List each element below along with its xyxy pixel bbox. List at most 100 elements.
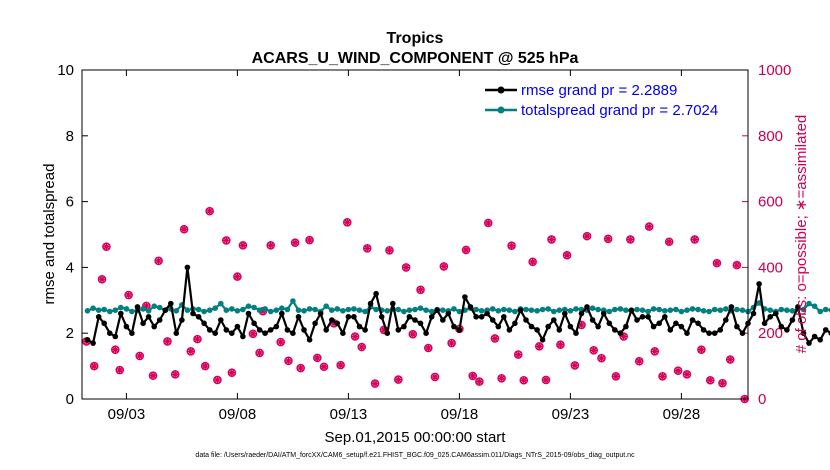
obs-assimilated-point [125, 291, 133, 299]
chart-subtitle: ACARS_U_WIND_COMPONENT @ 525 hPa [252, 50, 579, 67]
totalspread-point [545, 306, 551, 312]
rmse-point [262, 330, 268, 337]
rmse-point [551, 317, 557, 323]
rmse-point [190, 310, 196, 317]
obs-assimilated-point [469, 372, 477, 380]
obs-assimilated-point [163, 337, 172, 346]
obs-assimilated-point [277, 338, 285, 346]
rmse-point [206, 327, 213, 333]
rmse-point [412, 317, 418, 323]
totalspread-point [617, 306, 624, 312]
rmse-point [562, 310, 568, 317]
obs-assimilated-point [651, 347, 659, 355]
rmse-point [456, 327, 463, 333]
rmse-point [95, 314, 102, 320]
totalspread-point [340, 308, 346, 314]
rmse-point [473, 314, 479, 320]
rmse-point [506, 327, 513, 333]
asterisk-stroke [187, 348, 194, 355]
y2-tick-label: 400 [758, 259, 783, 276]
legend-spread-marker [497, 106, 505, 114]
obs-assimilated-point [343, 218, 351, 226]
obs-assimilated-point [497, 374, 506, 382]
rmse-point [301, 327, 307, 333]
totalspread-point [184, 307, 191, 314]
rmse-point [612, 327, 618, 333]
rmse-point [201, 320, 207, 327]
rmse-point [101, 320, 107, 327]
rmse-point [578, 310, 585, 317]
asterisk-stroke [508, 242, 515, 249]
totalspread-point [817, 308, 823, 315]
totalspread-point [234, 308, 241, 314]
obs-assimilated-point [171, 370, 179, 378]
rmse-point [589, 317, 596, 323]
asterisk-stroke [214, 376, 221, 383]
obs-assimilated-point [440, 262, 448, 271]
totalspread-point [495, 308, 502, 314]
totalspread-point [767, 307, 773, 314]
asterisk-stroke [498, 375, 505, 382]
obs-assimilated-point [136, 352, 144, 360]
asterisk-stroke [727, 356, 734, 363]
totalspread-point [284, 306, 291, 313]
rmse-point [384, 330, 391, 337]
totalspread-point [723, 306, 729, 312]
rmse-point [223, 327, 230, 333]
asterisk-stroke [719, 380, 726, 387]
rmse-point [567, 323, 574, 330]
obs-assimilated-point [256, 349, 264, 357]
rmse-point [134, 304, 141, 310]
totalspread-point [95, 307, 102, 314]
rmse-point [512, 320, 518, 327]
asterisk-stroke [292, 239, 299, 246]
rmse-point [706, 330, 712, 337]
totalspread-point [806, 300, 812, 307]
obs-assimilated-point [491, 334, 499, 343]
totalspread-point [90, 305, 96, 312]
rmse-point [639, 314, 646, 320]
obs-assimilated-point [733, 261, 741, 269]
totalspread-point [501, 306, 507, 313]
rmse-point [484, 310, 490, 317]
asterisk-stroke [91, 363, 98, 370]
obs-assimilated-point [102, 243, 111, 251]
totalspread-point [212, 305, 218, 312]
totalspread-point [423, 307, 429, 314]
asterisk-stroke [440, 263, 447, 270]
totalspread-point [667, 307, 674, 314]
rmse-point [595, 323, 601, 330]
obs-assimilated-point [402, 263, 410, 271]
data-file-footnote: data file: /Users/raeder/DAI/ATM_forcXX/… [195, 452, 635, 459]
obs-assimilated-point [90, 362, 98, 370]
asterisk-stroke [515, 351, 522, 358]
obs-assimilated-point [228, 369, 236, 377]
rmse-point [151, 323, 157, 330]
totalspread-point [273, 307, 280, 314]
obs-assimilated-point [313, 354, 321, 362]
rmse-point [501, 314, 507, 320]
totalspread-point [451, 306, 457, 312]
asterisk-stroke [620, 333, 627, 340]
rmse-point [312, 320, 318, 327]
chart-title: Tropics [387, 30, 444, 47]
totalspread-point [206, 307, 213, 314]
obs-assimilated-point [149, 372, 157, 380]
rmse-point [795, 304, 801, 310]
asterisk-stroke [469, 372, 476, 379]
totalspread-point [329, 307, 335, 314]
rmse-point [811, 333, 818, 340]
rmse-point [367, 300, 374, 307]
rmse-point [378, 314, 385, 320]
obs-assimilated-point [111, 346, 119, 354]
totalspread-point [739, 307, 746, 314]
obs-assimilated-point [718, 379, 727, 387]
rmse-point [734, 323, 740, 330]
asterisk-stroke [598, 355, 605, 362]
totalspread-point [306, 306, 313, 312]
obs-assimilated-point [284, 357, 293, 365]
obs-assimilated-point [635, 357, 643, 365]
y-tick-label: 2 [66, 325, 74, 342]
totalspread-point [334, 306, 341, 312]
rmse-point [606, 320, 613, 327]
